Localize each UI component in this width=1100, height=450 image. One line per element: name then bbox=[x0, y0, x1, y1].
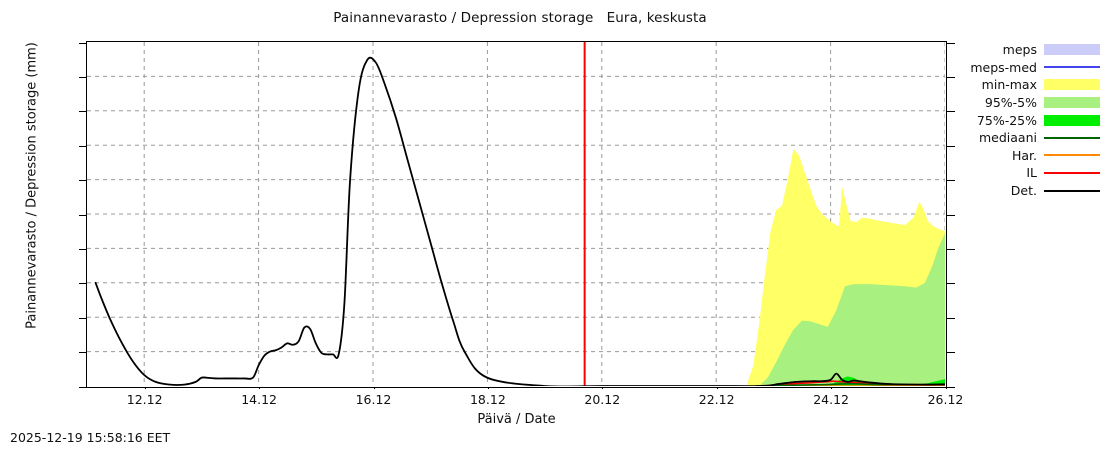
x-axis-label: Päivä / Date bbox=[477, 412, 556, 427]
legend-label: Det. bbox=[1010, 183, 1037, 199]
plot-svg bbox=[87, 42, 945, 386]
x-tick-label: 18.12 bbox=[469, 392, 506, 407]
legend-swatch bbox=[1044, 44, 1100, 56]
series-det- bbox=[94, 56, 945, 386]
legend-label: Har. bbox=[1011, 147, 1037, 163]
legend-label: 95%-5% bbox=[984, 95, 1037, 111]
y-tick-mark bbox=[79, 145, 87, 147]
band-95%-5% bbox=[759, 233, 945, 386]
legend-swatch bbox=[1044, 79, 1100, 91]
y-tick-mark bbox=[79, 42, 87, 44]
legend-item-har-[interactable]: Har. bbox=[960, 147, 1100, 165]
legend-item-min-max[interactable]: min-max bbox=[960, 76, 1100, 94]
legend-item-meps-med[interactable]: meps-med bbox=[960, 59, 1100, 77]
series-lines bbox=[94, 56, 945, 386]
y-axis-label: Painannevarasto / Depression storage (mm… bbox=[24, 42, 40, 329]
legend-item-95--5-[interactable]: 95%-5% bbox=[960, 94, 1100, 112]
y-tick-mark-right bbox=[947, 283, 955, 285]
x-tick-label: 16.12 bbox=[355, 392, 392, 407]
y-tick-mark-right bbox=[947, 386, 955, 388]
x-tick-label: 26.12 bbox=[927, 392, 964, 407]
plot-canvas bbox=[87, 42, 946, 387]
chart-title: Painannevarasto / Depression storage Eur… bbox=[333, 10, 707, 26]
y-tick-mark bbox=[79, 386, 87, 388]
legend-label: IL bbox=[1026, 165, 1037, 181]
legend-item-75--25-[interactable]: 75%-25% bbox=[960, 111, 1100, 129]
y-tick-mark-right bbox=[947, 352, 955, 354]
x-tick-label: 12.12 bbox=[126, 392, 163, 407]
plot-area bbox=[86, 41, 947, 388]
y-tick-mark-right bbox=[947, 111, 955, 113]
legend: meps meps-med min-max 95%-5% 75%-25% mediaani… bbox=[960, 41, 1100, 199]
y-tick-mark-right bbox=[947, 42, 955, 44]
legend-swatch bbox=[1044, 154, 1100, 157]
legend-swatch bbox=[1044, 171, 1100, 174]
x-tick-label: 24.12 bbox=[813, 392, 849, 407]
y-tick-mark-right bbox=[947, 145, 955, 147]
y-tick-mark bbox=[79, 214, 87, 216]
x-tick-label: 22.12 bbox=[698, 392, 735, 407]
legend-swatch bbox=[1044, 189, 1100, 192]
y-tick-mark bbox=[79, 248, 87, 250]
y-tick-mark bbox=[79, 352, 87, 354]
legend-item-meps[interactable]: meps bbox=[960, 41, 1100, 59]
legend-label: meps bbox=[1002, 42, 1037, 58]
y-tick-mark bbox=[79, 76, 87, 78]
y-tick-mark bbox=[79, 111, 87, 113]
bands bbox=[747, 148, 945, 386]
y-tick-mark-right bbox=[947, 214, 955, 216]
y-tick-mark bbox=[79, 180, 87, 182]
legend-swatch bbox=[1044, 136, 1100, 139]
legend-label: meps-med bbox=[970, 59, 1037, 75]
legend-item-mediaani[interactable]: mediaani bbox=[960, 129, 1100, 147]
y-tick-mark-right bbox=[947, 317, 955, 319]
x-tick-label: 14.12 bbox=[241, 392, 277, 407]
legend-item-det-[interactable]: Det. bbox=[960, 182, 1100, 200]
legend-label: mediaani bbox=[979, 130, 1037, 146]
timestamp: 2025-12-19 15:58:16 EET bbox=[10, 430, 171, 445]
x-tick-label: 20.12 bbox=[584, 392, 621, 407]
y-tick-mark bbox=[79, 283, 87, 285]
y-tick-mark bbox=[79, 317, 87, 319]
legend-swatch bbox=[1044, 66, 1100, 69]
y-tick-mark-right bbox=[947, 248, 955, 250]
legend-swatch bbox=[1044, 97, 1100, 109]
legend-item-il[interactable]: IL bbox=[960, 164, 1100, 182]
y-tick-mark-right bbox=[947, 180, 955, 182]
legend-label: 75%-25% bbox=[976, 112, 1037, 128]
y-tick-mark-right bbox=[947, 76, 955, 78]
legend-swatch bbox=[1044, 114, 1100, 126]
legend-label: min-max bbox=[981, 77, 1037, 93]
